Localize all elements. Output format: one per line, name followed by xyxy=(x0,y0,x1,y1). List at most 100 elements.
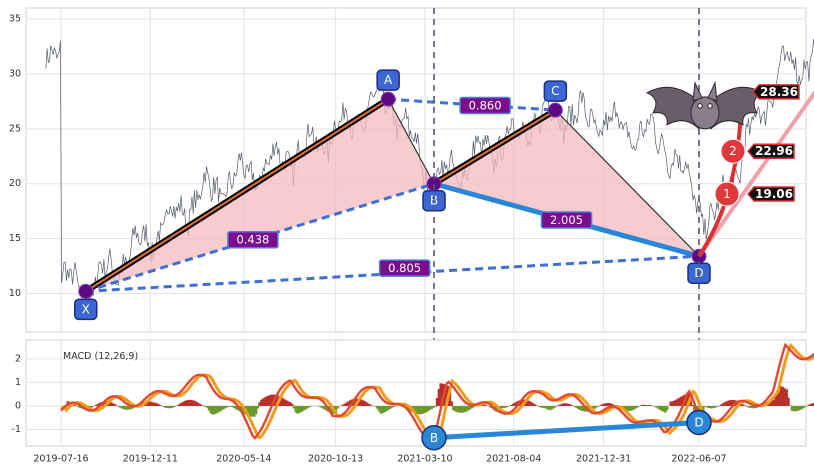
macd-histogram-bar xyxy=(533,404,537,406)
ratio-badge xyxy=(540,211,593,229)
macd-histogram-bar xyxy=(146,401,149,406)
point-label-box xyxy=(73,298,98,321)
macd-histogram-bar xyxy=(193,400,196,406)
macd-histogram-bar xyxy=(287,401,290,406)
macd-histogram-bar xyxy=(629,405,633,411)
xa-leg xyxy=(85,98,389,293)
macd-histogram-bar xyxy=(673,400,676,406)
macd-histogram-bar xyxy=(645,405,649,406)
macd-histogram-bar xyxy=(810,403,814,406)
macd-histogram-bar xyxy=(283,399,287,406)
target-value-tag xyxy=(747,143,795,159)
macd-histogram-bar xyxy=(419,405,423,415)
macd-histogram-bar xyxy=(558,404,562,406)
macd-histogram-bar xyxy=(328,405,332,413)
macd-histogram-bar xyxy=(685,393,689,406)
macd-histogram-bar xyxy=(692,405,696,414)
macd-histogram-bar xyxy=(73,404,77,406)
macd-histogram-bar xyxy=(678,397,682,406)
macd-histogram-bar xyxy=(750,405,754,409)
macd-histogram-bar xyxy=(171,405,175,408)
ratio-badge xyxy=(459,96,511,115)
y-tick-label: 15 xyxy=(9,233,21,244)
macd-histogram-bar xyxy=(510,404,513,406)
macd-histogram-bar xyxy=(631,405,634,411)
y-tick-label: 35 xyxy=(9,13,21,24)
macd-histogram-bar xyxy=(716,405,720,407)
macd-histogram-bar xyxy=(318,405,321,407)
macd-histogram-bar xyxy=(745,405,749,407)
macd-histogram-bar xyxy=(281,398,285,406)
macd-histogram-bar xyxy=(336,405,339,409)
pattern-point-A xyxy=(380,91,396,107)
bat-wing-left xyxy=(645,86,706,130)
macd-histogram-bar xyxy=(790,405,794,411)
macd-histogram-bar xyxy=(280,397,283,406)
macd-histogram-bar xyxy=(361,400,365,406)
macd-histogram-bar xyxy=(539,405,542,408)
macd-histogram-bar xyxy=(377,405,381,412)
macd-histogram-bar xyxy=(656,405,660,409)
macd-histogram-bar xyxy=(466,405,470,411)
macd-histogram-bar xyxy=(155,403,158,406)
macd-histogram-bar xyxy=(374,405,377,407)
macd-histogram-bar xyxy=(709,405,712,409)
macd-histogram-bar xyxy=(158,405,162,406)
macd-histogram-bar xyxy=(520,399,524,406)
macd-histogram-bar xyxy=(196,402,200,406)
macd-histogram-bar xyxy=(321,405,325,409)
price-panel: 1015202530350.8600.4382.0050.805XABCD119… xyxy=(9,7,814,446)
point-label-X: X xyxy=(82,302,90,316)
macd-histogram-bar xyxy=(499,405,502,409)
macd-histogram-bar xyxy=(129,405,133,410)
macd-histogram-bar xyxy=(769,400,772,406)
bat-mascot xyxy=(645,81,765,130)
macd-histogram-bar xyxy=(595,405,598,408)
macd-histogram-bar xyxy=(452,405,455,411)
target-value-19.06: 19.06 xyxy=(755,187,793,201)
macd-histogram-bar xyxy=(600,404,604,406)
macd-histogram-bar xyxy=(528,401,531,406)
macd-histogram-bar xyxy=(636,405,640,408)
macd-histogram-bar xyxy=(323,405,327,410)
macd-histogram-bar xyxy=(725,401,729,406)
macd-histogram-bar xyxy=(801,405,805,409)
macd-histogram-bar xyxy=(714,405,718,408)
macd-histogram-bar xyxy=(674,399,678,406)
ratio-label-0.860: 0.860 xyxy=(469,99,502,113)
macd-histogram-bar xyxy=(660,405,663,411)
y-tick-label: 20 xyxy=(9,178,21,189)
macd-histogram-bar xyxy=(575,405,578,408)
macd-histogram-bar xyxy=(747,405,750,408)
macd-histogram-bar xyxy=(220,405,223,411)
macd-histogram-bar xyxy=(450,401,453,406)
macd-histogram-bar xyxy=(198,403,202,406)
target-value-tag xyxy=(747,186,795,202)
macd-histogram-bar xyxy=(598,405,602,406)
macd-histogram-bar xyxy=(376,405,379,409)
macd-histogram-bar xyxy=(665,405,669,411)
macd-histogram-bar xyxy=(252,405,256,417)
macd-histogram-bar xyxy=(180,402,184,406)
macd-histogram-bar xyxy=(127,405,131,410)
target-marker-circle xyxy=(720,138,746,164)
macd-histogram-bar xyxy=(269,394,272,406)
macd-histogram-bar xyxy=(184,400,187,406)
macd-histogram-bar xyxy=(437,389,441,406)
macd-histogram-bar xyxy=(488,405,491,407)
macd-histogram-bar xyxy=(149,401,153,406)
bat-body xyxy=(690,96,720,130)
macd-histogram-bar xyxy=(625,405,629,412)
target-marker-1: 1 xyxy=(723,187,731,201)
macd-histogram-bar xyxy=(441,383,444,406)
bc-leg xyxy=(433,109,556,185)
macd-histogram-bar xyxy=(421,405,424,414)
macd-histogram-bar xyxy=(309,405,312,407)
macd-histogram-bar xyxy=(325,405,328,411)
macd-histogram-bar xyxy=(736,401,740,406)
macd-histogram-bar xyxy=(423,405,426,414)
macd-histogram-bar xyxy=(506,405,510,407)
cd-leg xyxy=(554,109,700,257)
macd-histogram-bar xyxy=(607,403,611,406)
macd-histogram-bar xyxy=(191,400,194,406)
